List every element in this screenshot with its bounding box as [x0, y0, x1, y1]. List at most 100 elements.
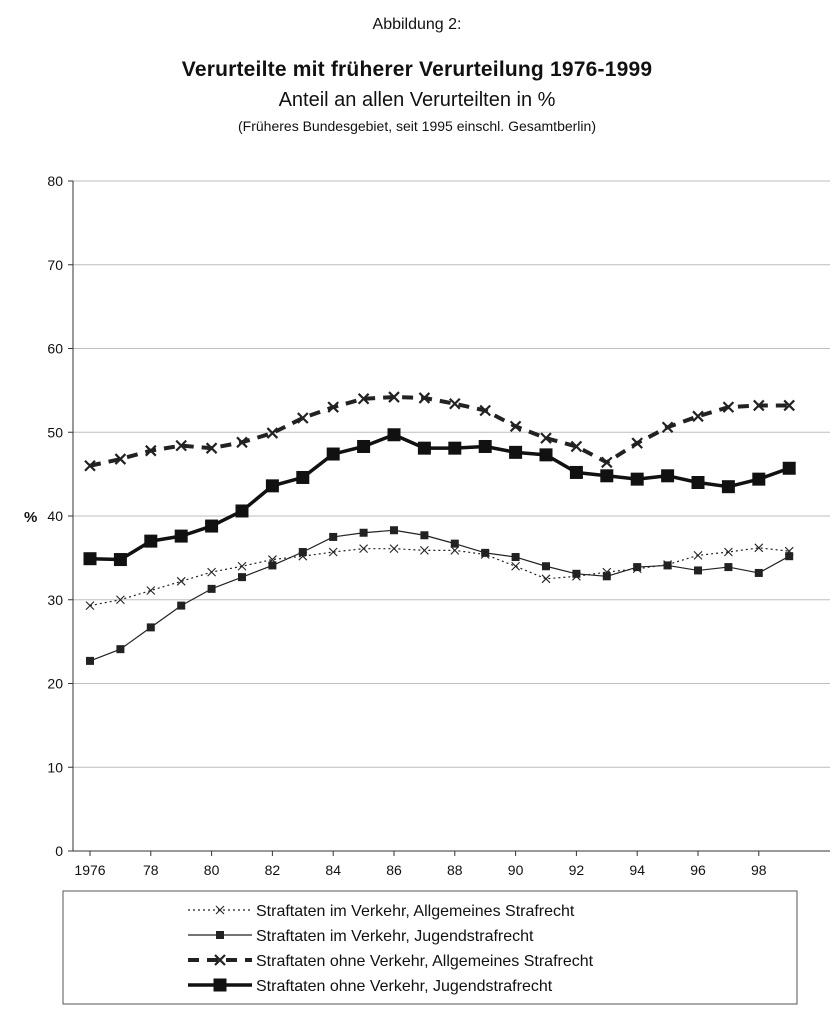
x-tick-label: 80: [204, 862, 220, 878]
x-tick-label: 94: [629, 862, 645, 878]
legend: Straftaten im Verkehr, Allgemeines Straf…: [62, 890, 798, 1005]
series-line: [89, 395, 790, 468]
data-point: [752, 472, 766, 486]
data-point: [205, 519, 219, 533]
x-tick-label: 90: [508, 862, 524, 878]
y-axis-label: %: [24, 509, 37, 526]
data-point: [542, 562, 550, 571]
data-point: [479, 404, 491, 417]
legend-box: [62, 890, 798, 1005]
x-tick-label: 96: [690, 862, 706, 878]
data-point: [175, 439, 187, 452]
data-point: [359, 528, 368, 537]
data-point: [721, 480, 735, 494]
data-point: [478, 439, 492, 453]
data-point: [86, 656, 94, 665]
data-point: [600, 469, 614, 483]
data-point: [85, 601, 95, 611]
data-point: [357, 439, 371, 453]
data-point: [722, 401, 735, 413]
data-point: [511, 553, 520, 562]
gridlines: [73, 180, 830, 768]
data-point: [754, 568, 763, 577]
data-point: [207, 567, 216, 577]
legend-entry: Straftaten ohne Verkehr, Jugendstrafrech…: [256, 978, 553, 995]
data-point: [235, 504, 249, 518]
data-point: [691, 476, 705, 489]
y-tick-label: 60: [47, 341, 63, 357]
data-point: [236, 436, 248, 449]
data-point: [387, 428, 401, 442]
data-point: [785, 552, 794, 561]
y-tick-label: 80: [47, 173, 63, 189]
legend-entry: Straftaten im Verkehr, Allgemeines Straf…: [256, 903, 575, 920]
data-point: [570, 440, 583, 453]
data-point: [268, 561, 277, 570]
data-point: [266, 427, 279, 439]
data-point: [357, 392, 370, 405]
series-line: [89, 547, 790, 607]
data-point: [661, 469, 675, 483]
y-tick-label: 70: [47, 257, 63, 273]
data-point: [114, 453, 127, 465]
series-4: [83, 428, 796, 567]
data-point: [753, 399, 765, 412]
data-point: [329, 532, 338, 541]
data-point: [298, 548, 307, 557]
figure-label: Abbildung 2:: [372, 16, 462, 33]
data-point: [692, 410, 704, 423]
data-point: [481, 548, 490, 557]
data-point: [509, 445, 523, 459]
y-tick-label: 40: [47, 508, 63, 524]
y-tick-label: 0: [55, 843, 63, 859]
data-point: [511, 561, 520, 571]
x-tick-label: 98: [751, 862, 767, 878]
data-point: [572, 569, 581, 578]
data-point: [238, 573, 246, 582]
data-point: [113, 553, 127, 567]
data-point: [782, 461, 796, 475]
data-point: [265, 479, 279, 493]
data-point: [296, 470, 310, 484]
series-group: [83, 391, 796, 665]
data-point: [420, 545, 429, 555]
x-tick-label: 84: [325, 862, 341, 878]
data-point: [724, 563, 733, 572]
series-2: [86, 526, 794, 665]
data-point: [297, 412, 309, 424]
y-tick-label: 10: [47, 759, 63, 775]
chart-subtitle: Anteil an allen Verurteilten in %: [278, 89, 556, 111]
data-point: [694, 566, 702, 575]
data-point: [450, 539, 459, 548]
data-point: [509, 420, 522, 433]
legend-swatch-marker: [213, 978, 227, 992]
data-point: [448, 441, 462, 455]
data-point: [539, 448, 553, 462]
data-point: [84, 459, 96, 472]
chart-title: Verurteilte mit früherer Verurteilung 19…: [181, 58, 653, 81]
data-point: [633, 563, 642, 572]
x-tick-label: 88: [447, 862, 463, 878]
series-line: [89, 529, 790, 662]
x-tick-label: 86: [386, 862, 402, 878]
data-point: [631, 437, 643, 449]
data-point: [176, 576, 186, 586]
series-1: [85, 543, 794, 611]
data-point: [326, 447, 340, 461]
x-tick-labels: 1976 78 80 82 84 86 88 90 92 94 96 98: [74, 862, 766, 878]
data-point: [174, 529, 188, 543]
data-point: [205, 442, 218, 454]
y-tick-labels: 0 10 20 30 40 50 60 70 80: [47, 173, 63, 859]
data-point: [328, 547, 338, 557]
legend-entry: Straftaten im Verkehr, Jugendstrafrecht: [256, 928, 534, 945]
data-point: [418, 392, 431, 404]
axes: [68, 180, 830, 856]
data-point: [390, 526, 398, 535]
data-point: [144, 534, 158, 548]
data-point: [724, 547, 733, 557]
data-point: [420, 531, 429, 540]
x-tick-label: 82: [265, 862, 281, 878]
legend-swatch-marker: [214, 954, 226, 966]
data-point: [450, 545, 460, 555]
